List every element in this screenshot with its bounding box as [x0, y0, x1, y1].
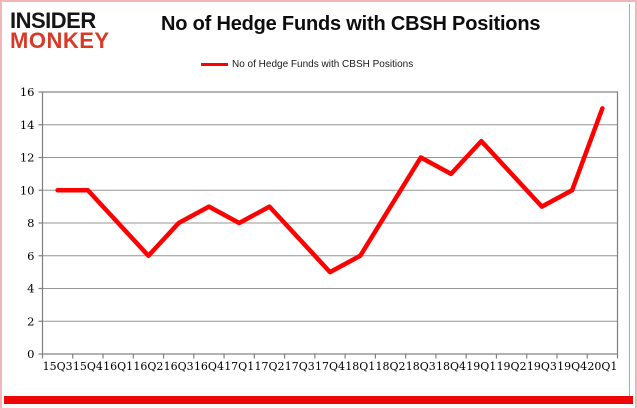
x-axis-label: 15Q3 [43, 360, 73, 373]
y-axis-label: 10 [20, 183, 35, 197]
footer-red-bar [4, 396, 633, 404]
x-axis-label: 18Q3 [406, 360, 436, 373]
y-axis-label: 14 [20, 118, 35, 132]
x-axis-label: 20Q1 [587, 360, 617, 373]
x-axis-label: 18Q1 [345, 360, 375, 373]
x-axis-label: 19Q1 [466, 360, 496, 373]
x-axis-label: 17Q4 [315, 360, 345, 373]
logo-text-insider: INSIDER [10, 8, 96, 33]
y-axis-label: 4 [27, 282, 34, 296]
x-axis-label: 19Q4 [557, 360, 587, 373]
legend-line-swatch [201, 63, 228, 66]
x-axis-label: 17Q2 [254, 360, 284, 373]
x-axis-label: 16Q2 [133, 360, 163, 373]
legend: No of Hedge Funds with CBSH Positions [201, 59, 413, 70]
logo-text-monkey: MONKEY [10, 28, 110, 54]
legend-label: No of Hedge Funds with CBSH Positions [232, 59, 414, 70]
y-axis-label: 0 [27, 347, 34, 361]
x-axis-label: 19Q2 [497, 360, 527, 373]
x-axis-label: 16Q4 [194, 360, 224, 373]
x-axis-label: 16Q1 [103, 360, 133, 373]
y-axis-label: 12 [20, 151, 35, 165]
y-axis-label: 2 [27, 314, 34, 328]
y-axis-label: 6 [27, 249, 34, 263]
x-axis-label: 18Q4 [436, 360, 466, 373]
insider-monkey-logo: INSIDER MONKEY [10, 8, 110, 54]
chart-title: No of Hedge Funds with CBSH Positions [161, 13, 541, 35]
y-axis-label: 16 [20, 85, 35, 99]
x-axis-label: 15Q4 [73, 360, 103, 373]
x-axis-label: 16Q3 [164, 360, 194, 373]
x-axis-label: 17Q3 [285, 360, 315, 373]
x-axis-label: 19Q3 [527, 360, 557, 373]
x-axis-label: 18Q2 [376, 360, 406, 373]
y-axis-label: 8 [27, 216, 34, 230]
data-line-series [55, 106, 605, 275]
right-edge-line [629, 4, 630, 396]
x-axis-label: 17Q1 [224, 360, 254, 373]
